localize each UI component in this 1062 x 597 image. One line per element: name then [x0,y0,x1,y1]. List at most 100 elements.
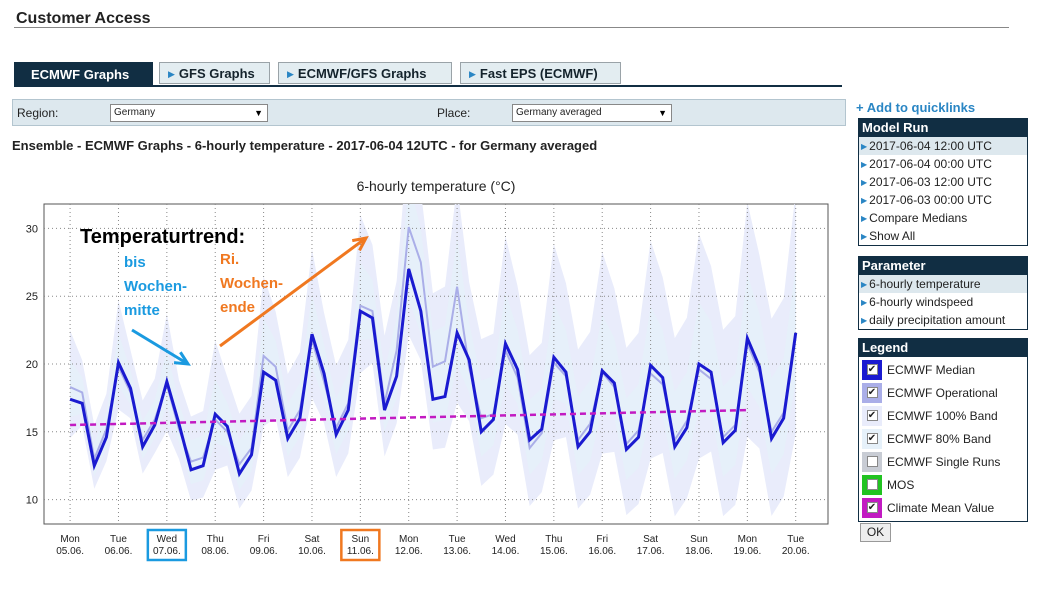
x-tick-date: 05.06. [56,546,84,557]
tab-arrow-icon: ▶ [287,69,294,79]
place-select[interactable]: Germany averaged ▼ [512,104,672,122]
legend-checkbox[interactable]: ✔ [866,433,878,444]
legend-item: ✔ Climate Mean Value [859,496,1027,519]
chevron-down-icon: ▼ [658,108,667,118]
parameter-item-label: daily precipitation amount [869,313,1006,327]
legend-checkbox[interactable]: ✔ [866,387,878,398]
legend-swatch: ✔ [862,405,882,426]
x-tick-weekday: Wed [495,534,515,545]
title-divider [14,27,1009,28]
model-run-item[interactable]: ▶ Show All [859,227,1027,245]
model-run-item-label: 2017-06-04 00:00 UTC [869,157,992,171]
y-tick-label: 20 [26,359,38,371]
model-run-item-label: 2017-06-03 12:00 UTC [869,175,992,189]
legend-label: ECMWF 80% Band [887,431,992,446]
arrow-icon: ▶ [861,280,868,289]
annotation-weekend: Wochen- [220,275,283,292]
x-tick-weekday: Mon [738,534,757,545]
annotation-trend-title: Temperaturtrend: [80,226,245,248]
legend-label: MOS [887,477,915,492]
tab-underline [14,85,842,87]
series-median [69,268,798,478]
arrow-icon: ▶ [861,142,868,151]
region-select-value: Germany [114,107,156,118]
page-title: Customer Access [16,10,151,27]
tab-ecmwf-gfs-graphs[interactable]: ▶ ECMWF/GFS Graphs [278,62,452,84]
model-run-item-label: 2017-06-04 12:00 UTC [869,139,992,153]
x-tick-weekday: Thu [207,534,224,545]
model-run-item[interactable]: ▶ 2017-06-04 00:00 UTC [859,155,1027,173]
annotation-midweek: mitte [124,302,160,319]
day-highlight-box [340,528,381,562]
x-tick-date: 11.06. [347,546,374,557]
x-tick-weekday: Sat [643,534,658,545]
parameter-title: Parameter [859,257,1027,275]
x-tick-weekday: Thu [545,534,562,545]
parameter-item[interactable]: ▶ 6-hourly windspeed [859,293,1027,311]
x-tick-weekday: Mon [399,534,418,545]
x-tick-date: 18.06. [685,546,713,557]
legend-label: ECMWF Operational [887,385,998,400]
y-tick-label: 15 [26,427,38,439]
quicklinks-label: Add to quicklinks [866,100,976,115]
legend-checkbox[interactable] [866,456,878,467]
x-tick-date: 08.06. [201,546,229,557]
annotation-weekend: ende [220,299,255,316]
tab-label: ECMWF/GFS Graphs [297,66,427,81]
region-select[interactable]: Germany ▼ [110,104,268,122]
model-run-title: Model Run [859,119,1027,137]
arrow-midweek-shaft [131,328,189,366]
tab-ecmwf-graphs[interactable]: ECMWF Graphs [14,62,153,86]
arrow-icon: ▶ [861,160,868,169]
add-to-quicklinks-link[interactable]: + Add to quicklinks [856,100,975,115]
x-tick-date: 07.06. [153,546,181,557]
arrow-weekend-head [351,235,369,252]
tab-gfs-graphs[interactable]: ▶ GFS Graphs [159,62,270,84]
legend-checkbox[interactable]: ✔ [866,364,878,375]
model-run-item[interactable]: ▶ 2017-06-04 12:00 UTC [859,137,1027,155]
x-tick-date: 09.06. [250,546,278,557]
arrow-icon: ▶ [861,214,868,223]
tab-label: ECMWF Graphs [31,67,130,82]
x-tick-weekday: Sat [304,534,319,545]
graph-subtitle: Ensemble - ECMWF Graphs - 6-hourly tempe… [12,138,598,153]
arrow-icon: ▶ [861,298,868,307]
tab-arrow-icon: ▶ [168,69,175,79]
model-run-panel: Model Run ▶ 2017-06-04 12:00 UTC ▶ 2017-06-… [858,118,1028,246]
x-tick-weekday: Tue [110,534,127,545]
region-label: Region: [17,106,59,120]
y-tick-label: 25 [26,291,38,303]
temperature-chart: 6-hourly temperature (°C) 10 15 20 25 30 Mon 05… [0,170,850,565]
x-tick-weekday: Sun [690,534,708,545]
place-select-value: Germany averaged [516,107,602,118]
parameter-panel: Parameter ▶ 6-hourly temperature ▶ 6-hourly… [858,256,1028,330]
legend-checkbox[interactable]: ✔ [866,502,878,513]
legend-item: ECMWF Single Runs [859,450,1027,473]
legend-checkbox[interactable] [866,479,878,490]
legend-item: ✔ ECMWF 80% Band [859,427,1027,450]
chevron-down-icon: ▼ [254,108,263,118]
ok-button[interactable]: OK [860,523,891,542]
model-run-item[interactable]: ▶ 2017-06-03 12:00 UTC [859,173,1027,191]
x-tick-date: 10.06. [298,546,326,557]
x-tick-date: 15.06. [540,546,568,557]
chart-title: 6-hourly temperature (°C) [357,178,516,194]
parameter-item-label: 6-hourly temperature [869,277,981,291]
x-tick-weekday: Mon [60,534,79,545]
model-run-item[interactable]: ▶ Compare Medians [859,209,1027,227]
tab-fast-eps[interactable]: ▶ Fast EPS (ECMWF) [460,62,621,84]
arrow-weekend-shaft [219,236,367,348]
legend-label: Climate Mean Value [887,500,995,515]
parameter-item-label: 6-hourly windspeed [869,295,974,309]
legend-panel: Legend ✔ ECMWF Median ✔ ECMWF Operational ✔ E… [858,338,1028,522]
legend-swatch [862,451,882,472]
model-run-item[interactable]: ▶ 2017-06-03 00:00 UTC [859,191,1027,209]
parameter-item[interactable]: ▶ daily precipitation amount [859,311,1027,329]
legend-item: ✔ ECMWF Operational [859,381,1027,404]
filter-bar: Region: Germany ▼ Place: Germany average… [12,99,846,126]
legend-item: MOS [859,473,1027,496]
parameter-item[interactable]: ▶ 6-hourly temperature [859,275,1027,293]
legend-checkbox[interactable]: ✔ [866,410,878,421]
x-tick-weekday: Fri [596,534,608,545]
legend-label: ECMWF Single Runs [887,454,1001,469]
